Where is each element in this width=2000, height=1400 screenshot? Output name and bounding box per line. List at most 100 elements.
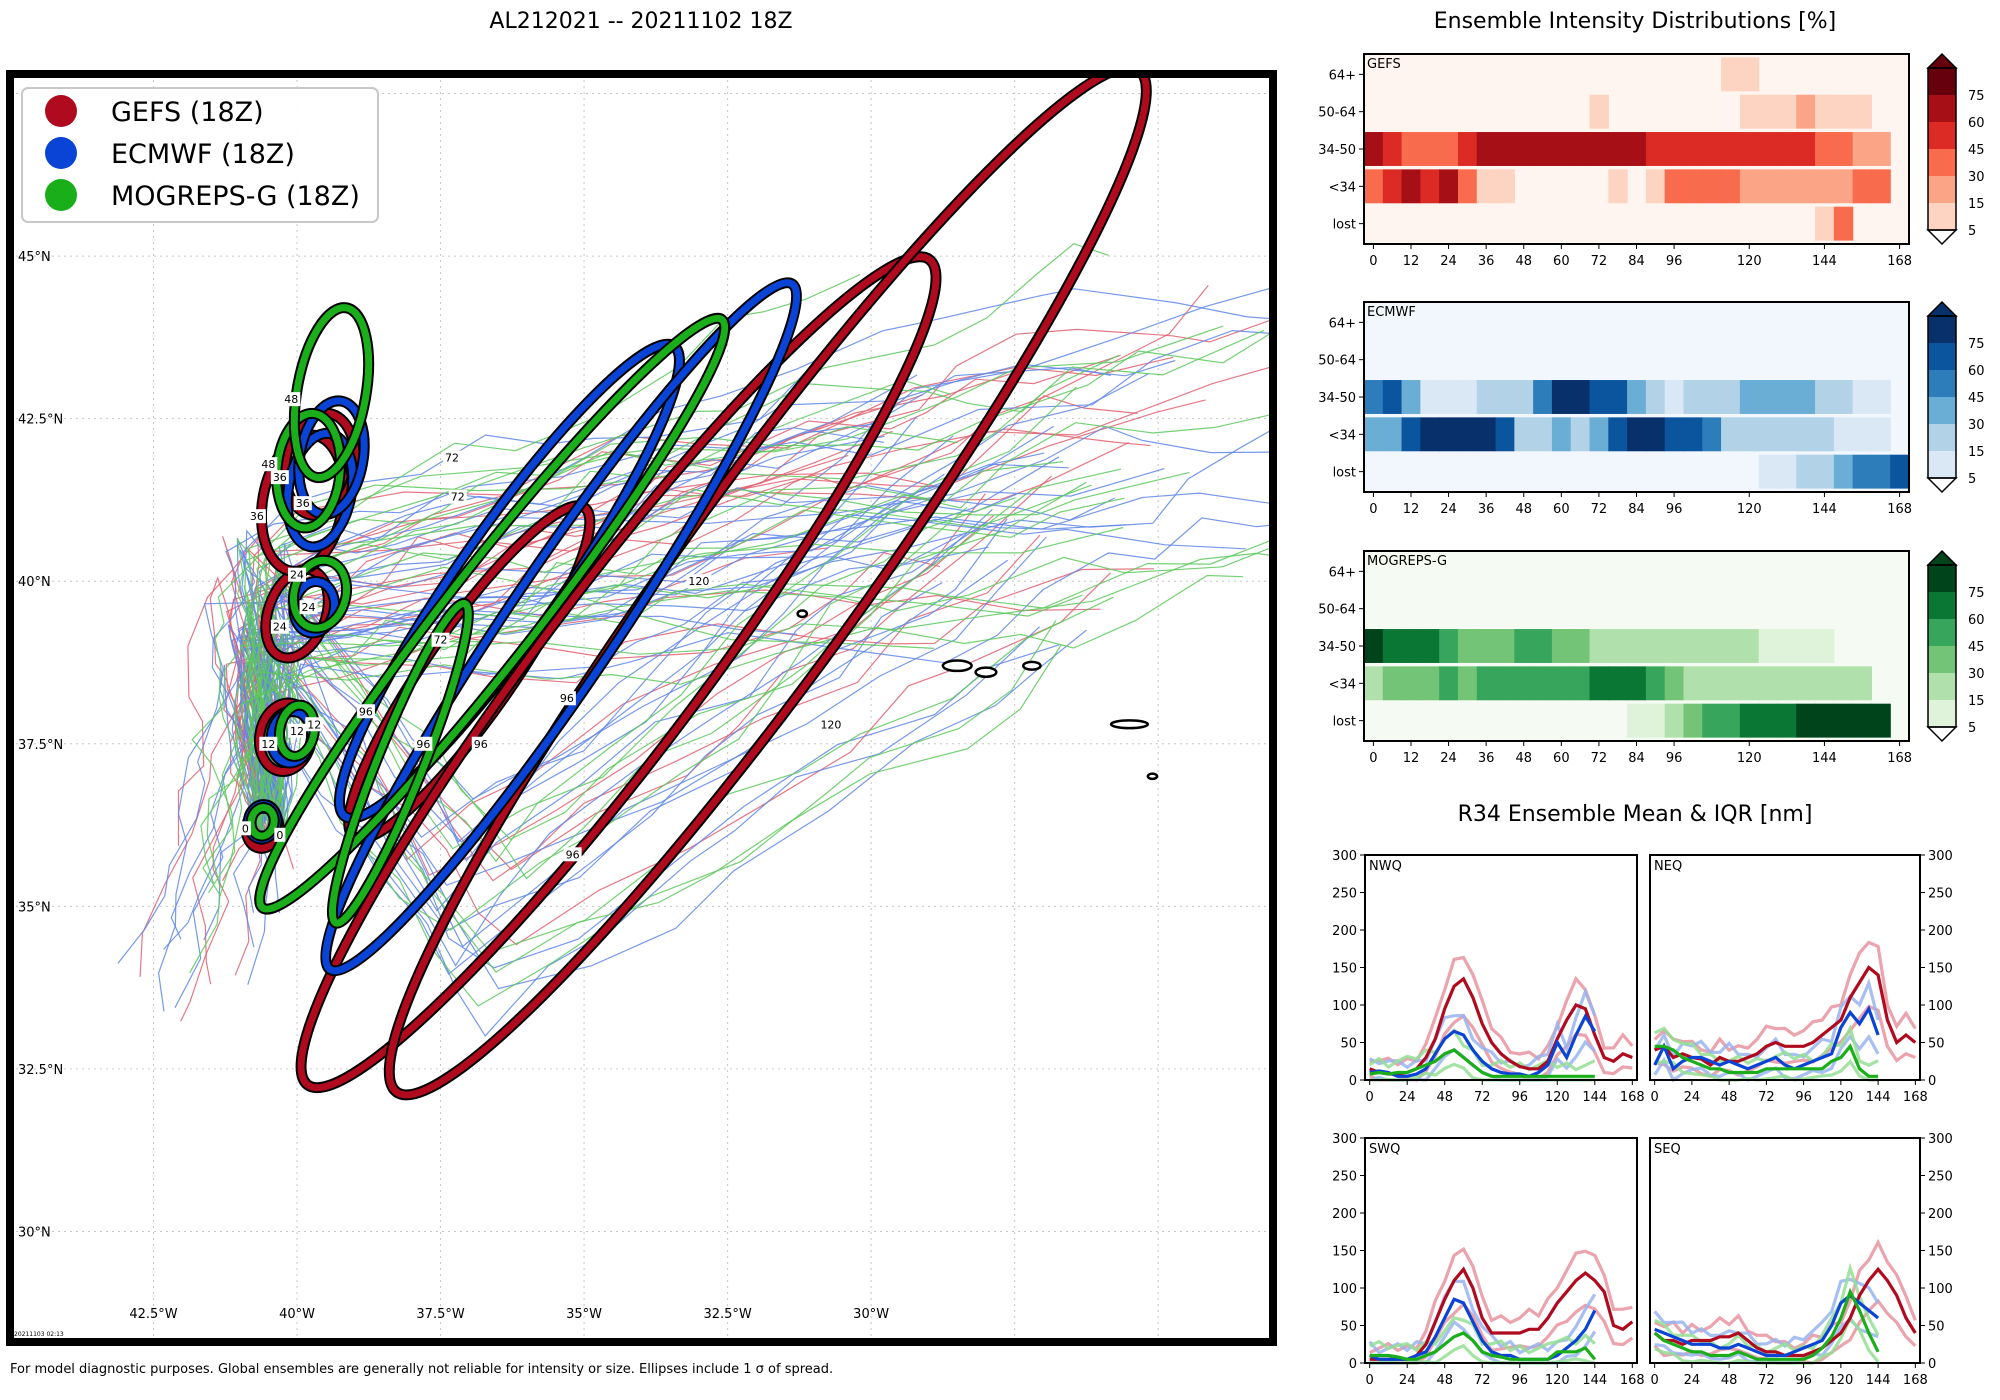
colorbar-tick-label: 5 [1968,472,1976,487]
heatmap-cell [1833,206,1854,241]
heatmap-cell [1702,132,1722,166]
heatmap-cell [1852,94,1873,129]
member-track [281,497,1125,841]
lat-tick-label: 42.5°N [18,413,63,428]
heatmap-cell [1758,703,1779,738]
heatmap-cell [1721,417,1741,452]
heatmap-cell [1871,169,1891,204]
lat-tick-label: 45°N [18,250,51,265]
heatmap-cell [1758,94,1779,129]
y-tick-label: 250 [1332,887,1357,902]
hour-label: 12 [290,725,304,738]
heatmap-cell [1721,169,1741,204]
lon-tick-label: 35°W [566,1307,602,1322]
y-tick-label: 0 [1349,1074,1357,1089]
timestamp: 20211103 02:13 [14,1331,64,1338]
heatmap-cell [1777,629,1797,663]
y-tick-label: 0 [1928,1074,1936,1089]
heatmap-cell [1833,666,1854,701]
colorbar-tick-label: 75 [1968,89,1985,104]
heatmap-cell [1721,703,1741,738]
ellipse-ring [297,253,940,1092]
hour-label: 24 [273,621,287,634]
heatmap-cell [1777,94,1797,129]
colorbar-segment [1928,149,1956,176]
lat-tick-label: 35°N [18,900,51,915]
x-tick-label: 168 [1887,751,1912,766]
heatmap-cell [1401,169,1421,204]
y-tick-label: 50 [1928,1037,1945,1052]
y-tick-label: 100 [1332,999,1357,1014]
x-tick-label: 24 [1399,1373,1416,1388]
y-tick-label: 64+ [1329,565,1356,580]
heatmap-cell [1833,380,1854,414]
heatmap-cell [1702,417,1722,452]
heatmap-cell [1439,629,1459,663]
hour-label: 120 [688,575,709,588]
member-track [249,546,1273,825]
x-tick-label: 24 [1440,254,1457,269]
x-tick-label: 168 [1620,1373,1645,1388]
heatmap-cell [1476,417,1497,452]
x-tick-label: 84 [1628,502,1645,517]
colorbar-segment [1928,451,1956,478]
heatmap-cell [1401,132,1421,166]
heatmap-cell [1420,417,1440,452]
member-track [240,526,1124,826]
intensity-heatmaps: GEFS lost <34 34-50 50-64 64+ 0 12 24 36 48 60 72 84 9… [1318,52,1985,766]
heatmap-cell [1570,666,1591,701]
r34-mean-ecmwf [1653,1005,1880,1072]
island [796,609,809,619]
heatmap-cell [1457,380,1478,414]
heatmap-cell [1627,666,1647,701]
heatmap-cell [1401,666,1421,701]
hour-label-bg [471,736,490,751]
r34-panel-swq: SWQ 0 50 100 150 200 250 300 0 24 48 72 96 120 144 168 [1332,1132,1645,1388]
x-tick-label: 144 [1812,502,1837,517]
x-tick-label: 72 [1591,751,1608,766]
heatmap-cell [1683,666,1703,701]
heatmap-cell [1551,417,1572,452]
hour-label: 96 [474,738,488,751]
r34-iqr-upper-mogreps-g [1369,1315,1596,1355]
colorbar-tick-label: 15 [1968,694,1985,709]
x-tick-label: 168 [1887,254,1912,269]
hour-label-bg [443,450,462,465]
lat-tick-label: 30°N [18,1225,51,1240]
x-tick-label: 84 [1628,254,1645,269]
x-tick-label: 72 [1591,254,1608,269]
heatmap-cell [1570,132,1591,166]
heatmap-cell [1815,629,1835,663]
x-tick-label: 24 [1399,1090,1416,1105]
heatmap-cell [1852,666,1873,701]
hour-label-bg [247,509,266,524]
heatmap-cell [1476,380,1497,414]
x-tick-label: 72 [1591,502,1608,517]
heatmap-cell [1833,454,1854,489]
heatmap-cell [1796,132,1816,166]
heatmap-cell [1495,380,1515,414]
heatmap-cell [1627,417,1647,452]
hour-label-bg [293,496,312,511]
y-tick-label: 64+ [1329,68,1356,83]
r34-mean-mogreps-g [1654,1043,1879,1078]
x-tick-label: 168 [1903,1090,1928,1105]
heatmap-cell [1551,380,1572,414]
ellipse-ring [322,279,801,975]
y-tick-label: 100 [1332,1282,1357,1297]
x-tick-label: 60 [1553,751,1570,766]
island [1146,772,1159,781]
x-tick-label: 0 [1369,751,1377,766]
colorbar-tick-label: 5 [1968,721,1976,736]
r34-mean-ecmwf [1369,1013,1597,1078]
ellipse-ecmwf-96 [320,277,803,977]
r34-iqr-lower-mogreps-g [1654,1059,1879,1082]
heatmap-cell [1589,629,1609,663]
island [974,666,998,679]
heatmap-cell [1551,666,1572,701]
x-tick-label: 72 [1474,1373,1491,1388]
x-tick-label: 0 [1369,254,1377,269]
colorbar-segment [1928,424,1956,451]
hour-label-bg [686,574,712,589]
